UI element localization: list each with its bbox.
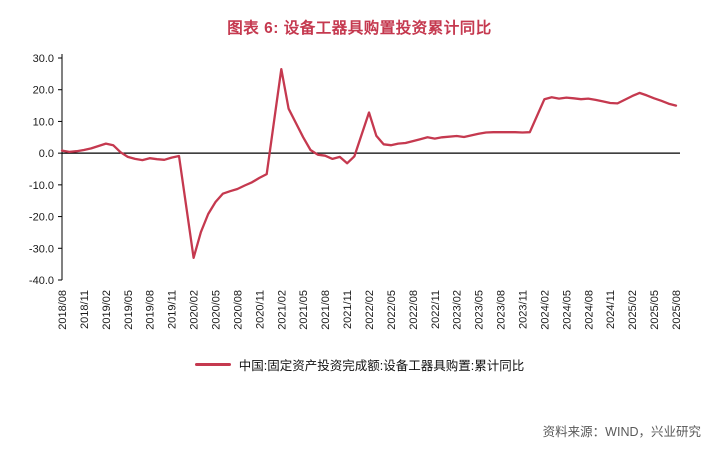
svg-text:2020/11: 2020/11: [254, 290, 266, 329]
svg-text:0.0: 0.0: [39, 148, 54, 160]
legend-label: 中国:固定资产投资完成额:设备工器具购置:累计同比: [238, 359, 525, 373]
svg-text:2020/08: 2020/08: [232, 290, 244, 330]
svg-text:2024/08: 2024/08: [583, 290, 595, 330]
source-text: 资料来源：WIND，兴业研究: [542, 425, 701, 439]
legend-line-marker: [194, 363, 231, 366]
svg-text:-20.0: -20.0: [29, 212, 54, 224]
svg-text:2018/11: 2018/11: [79, 290, 91, 329]
svg-text:2019/08: 2019/08: [145, 290, 157, 330]
svg-text:2019/05: 2019/05: [123, 290, 135, 330]
svg-text:2019/11: 2019/11: [167, 290, 179, 329]
svg-text:2021/02: 2021/02: [276, 290, 288, 330]
svg-text:2024/11: 2024/11: [605, 290, 617, 329]
svg-text:2021/05: 2021/05: [298, 290, 310, 330]
svg-text:2022/08: 2022/08: [408, 290, 420, 330]
svg-text:2023/02: 2023/02: [452, 290, 464, 330]
chart-page: 图表 6: 设备工器具购置投资累计同比 30.0 20.0 10.0 0.0 -10.0…: [0, 20, 719, 439]
svg-text:2024/02: 2024/02: [539, 290, 551, 330]
svg-text:10.0: 10.0: [33, 116, 54, 128]
chart-area: 30.0 20.0 10.0 0.0 -10.0 -20.0 -30.0 -40.0 2018/…: [0, 44, 719, 353]
page-title: 图表 6: 设备工器具购置投资累计同比: [227, 20, 492, 37]
svg-text:2021/11: 2021/11: [342, 290, 354, 329]
svg-text:2023/05: 2023/05: [474, 290, 486, 330]
svg-text:20.0: 20.0: [33, 85, 54, 97]
svg-text:2022/11: 2022/11: [430, 290, 442, 329]
svg-text:2021/08: 2021/08: [320, 290, 332, 330]
svg-text:-10.0: -10.0: [29, 180, 54, 192]
svg-text:2020/05: 2020/05: [211, 290, 223, 330]
svg-text:2019/02: 2019/02: [101, 290, 113, 330]
svg-text:2022/02: 2022/02: [364, 290, 376, 330]
svg-text:30.0: 30.0: [33, 53, 54, 65]
svg-text:2022/05: 2022/05: [386, 290, 398, 330]
svg-text:2025/08: 2025/08: [671, 290, 683, 330]
svg-text:2024/05: 2024/05: [561, 290, 573, 330]
svg-text:2023/08: 2023/08: [496, 290, 508, 330]
chart-legend: 中国:固定资产投资完成额:设备工器具购置:累计同比: [0, 355, 719, 374]
svg-text:2025/02: 2025/02: [627, 290, 639, 330]
svg-text:2018/08: 2018/08: [57, 290, 69, 330]
svg-text:-40.0: -40.0: [29, 275, 54, 287]
svg-text:2020/02: 2020/02: [189, 290, 201, 330]
line-chart: 30.020.010.00.0-10.0-20.0-30.0-40.02018/…: [29, 53, 683, 330]
svg-text:-30.0: -30.0: [29, 243, 54, 255]
svg-text:2025/05: 2025/05: [649, 290, 661, 330]
svg-text:2023/11: 2023/11: [518, 290, 530, 329]
